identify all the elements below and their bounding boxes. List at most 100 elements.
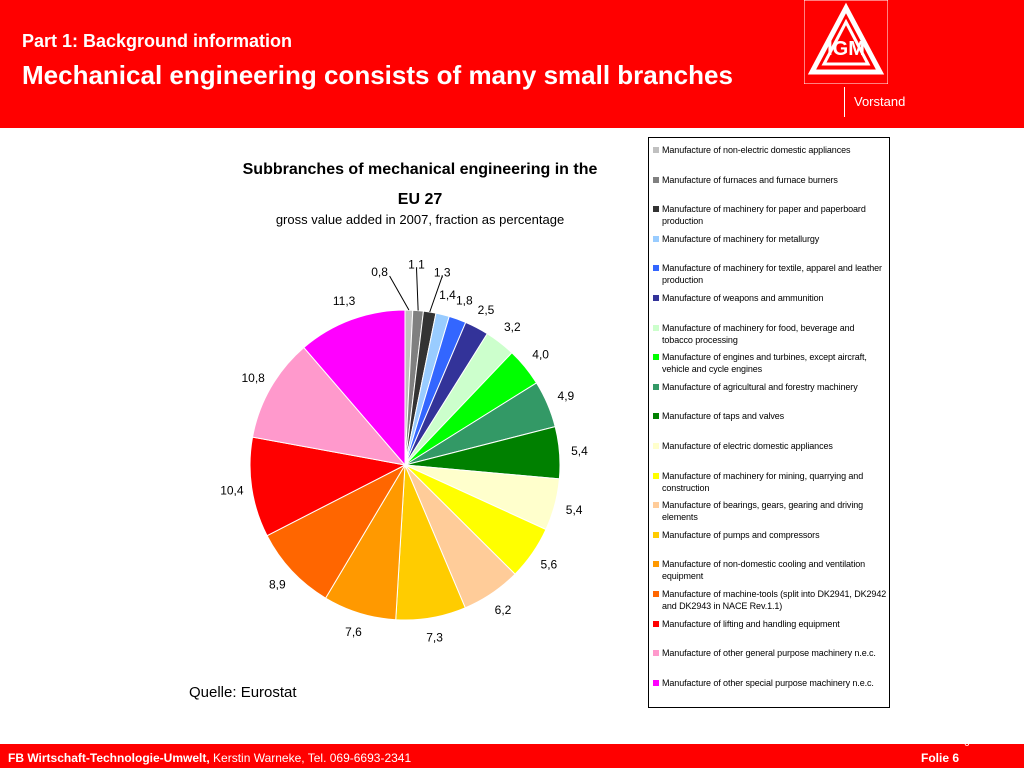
- leader-line: [429, 276, 443, 313]
- legend-swatch: [653, 176, 659, 183]
- legend-item: Manufacture of machinery for mining, qua…: [653, 470, 887, 494]
- slice-value-label: 1,8: [456, 293, 473, 307]
- pie-slice: [266, 463, 407, 599]
- leader-line: [389, 275, 410, 311]
- pie-slice: [249, 436, 407, 537]
- page-title: Mechanical engineering consists of many …: [22, 60, 733, 90]
- legend-item: Manufacture of other general purpose mac…: [653, 647, 887, 659]
- legend-swatch: [653, 206, 659, 213]
- legend-item: Manufacture of electric domestic applian…: [653, 440, 887, 452]
- footer-slide-label: Folie 6: [921, 751, 960, 765]
- legend-item: Manufacture of machinery for paper and p…: [653, 203, 887, 227]
- legend-swatch: [653, 324, 659, 331]
- footer-contact-details: Kerstin Warneke, Tel. 069-6693-2341: [209, 751, 412, 765]
- slice-value-label: 1,4: [439, 288, 456, 302]
- legend-label: Manufacture of machinery for metallurgy: [662, 233, 820, 244]
- legend-item: Manufacture of machinery for textile, ap…: [653, 262, 887, 286]
- legend-item: Manufacture of bearings, gears, gearing …: [653, 499, 887, 523]
- legend-label: Manufacture of bearings, gears, gearing …: [662, 500, 864, 523]
- chart-title-line: Subbranches of mechanical engineering in…: [242, 161, 598, 178]
- page-number: 6: [964, 738, 970, 749]
- legend-item: Manufacture of machine-tools (split into…: [653, 588, 887, 612]
- legend-label: Manufacture of engines and turbines, exc…: [662, 352, 867, 375]
- legend-item: Manufacture of agricultural and forestry…: [653, 381, 887, 393]
- chart-subtitle: gross value added in 2007, fraction as p…: [275, 212, 565, 227]
- slice-value-label: 6,2: [495, 603, 512, 617]
- slice-value-label: 5,4: [566, 503, 583, 517]
- legend-swatch: [653, 147, 659, 153]
- legend-swatch: [653, 561, 659, 568]
- header-bar: Part 1: Background information Mechanica…: [0, 0, 1024, 128]
- pie-slice: [303, 309, 406, 467]
- legend-swatch: [653, 265, 659, 272]
- legend-label: Manufacture of lifting and handling equi…: [662, 618, 840, 629]
- logo-lettering: IGM: [827, 38, 865, 60]
- legend-swatch: [653, 591, 659, 597]
- legend-label: Manufacture of taps and valves: [662, 411, 785, 422]
- legend-label: Manufacture of agricultural and forestry…: [662, 381, 858, 392]
- chart-legend: Manufacture of non-electric domestic app…: [648, 137, 890, 708]
- legend-swatch: [653, 679, 659, 686]
- legend-label: Manufacture of machinery for food, bever…: [662, 322, 855, 345]
- slice-value-label: 0,8: [371, 265, 388, 279]
- pie-slice: [251, 346, 407, 466]
- slice-value-label: 10,4: [220, 483, 244, 497]
- legend-label: Manufacture of furnaces and furnace burn…: [662, 174, 838, 185]
- slice-value-label: 5,6: [541, 558, 558, 572]
- logo-divider: [844, 87, 845, 117]
- legend-item: Manufacture of lifting and handling equi…: [653, 618, 887, 630]
- legend-item: Manufacture of non-electric domestic app…: [653, 144, 887, 156]
- legend-item: Manufacture of engines and turbines, exc…: [653, 351, 887, 375]
- legend-label: Manufacture of other special purpose mac…: [662, 677, 874, 688]
- part-title: Part 1: Background information: [22, 31, 293, 51]
- legend-label: Manufacture of electric domestic applian…: [662, 441, 833, 451]
- legend-label: Manufacture of non-electric domestic app…: [662, 145, 851, 155]
- legend-item: Manufacture of furnaces and furnace burn…: [653, 174, 887, 186]
- legend-item: Manufacture of machinery for food, bever…: [653, 322, 887, 346]
- vorstand-label: Vorstand: [854, 94, 906, 109]
- legend-swatch: [653, 354, 659, 361]
- legend-swatch: [653, 531, 659, 538]
- slice-value-label: 10,8: [241, 371, 265, 385]
- footer-bar: FB Wirtschaft-Technologie-Umwelt, Kersti…: [0, 744, 1024, 768]
- legend-label: Manufacture of non-domestic cooling and …: [662, 559, 866, 582]
- slice-value-label: 3,2: [504, 320, 521, 334]
- leader-line: [416, 268, 419, 311]
- legend-swatch: [653, 413, 659, 420]
- legend-swatch: [653, 502, 659, 509]
- slice-value-label: 7,6: [345, 625, 362, 639]
- slice-value-label: 7,3: [426, 630, 443, 644]
- slice-value-label: 1,1: [408, 258, 425, 272]
- legend-item: Manufacture of machinery for metallurgy: [653, 233, 887, 245]
- chart-title: Subbranches of mechanical engineering in…: [205, 155, 635, 215]
- source-note: Quelle: Eurostat: [189, 684, 297, 701]
- slice-value-label: 1,3: [434, 265, 451, 279]
- legend-label: Manufacture of machine-tools (split into…: [662, 589, 887, 611]
- slice-value-label: 4,0: [532, 347, 549, 361]
- legend-label: Manufacture of weapons and ammunition: [662, 293, 824, 303]
- slice-value-label: 8,9: [269, 578, 286, 592]
- legend-label: Manufacture of machinery for mining, qua…: [662, 470, 864, 493]
- legend-swatch: [653, 650, 659, 657]
- legend-label: Manufacture of other general purpose mac…: [662, 648, 876, 659]
- legend-swatch: [653, 472, 659, 479]
- footer-department: FB Wirtschaft-Technologie-Umwelt,: [8, 751, 210, 765]
- slice-value-label: 2,5: [478, 303, 495, 317]
- legend-item: Manufacture of pumps and compressors: [653, 529, 887, 541]
- legend-item: Manufacture of other special purpose mac…: [653, 677, 887, 689]
- legend-swatch: [653, 235, 659, 242]
- legend-label: Manufacture of machinery for paper and p…: [662, 204, 866, 227]
- legend-item: Manufacture of taps and valves: [653, 410, 887, 422]
- footer-contact: FB Wirtschaft-Technologie-Umwelt, Kersti…: [8, 751, 411, 765]
- legend-swatch: [653, 383, 659, 390]
- pie-chart: 0,8 1,1 1,3 1,4 1,8 2,5 3,2 4,0 4,9 5,4 5,4 5,6 6,2 7…: [220, 258, 588, 645]
- slice-value-label: 11,3: [333, 294, 356, 308]
- legend-item: Manufacture of non-domestic cooling and …: [653, 558, 887, 582]
- chart-title-line: EU 27: [397, 191, 443, 208]
- slice-value-label: 5,4: [571, 444, 588, 458]
- legend-label: Manufacture of pumps and compressors: [662, 529, 820, 540]
- legend-item: Manufacture of weapons and ammunition: [653, 292, 887, 304]
- legend-label: Manufacture of machinery for textile, ap…: [662, 263, 882, 286]
- igm-logo: IGM: [803, 0, 889, 85]
- slice-value-label: 4,9: [558, 389, 575, 403]
